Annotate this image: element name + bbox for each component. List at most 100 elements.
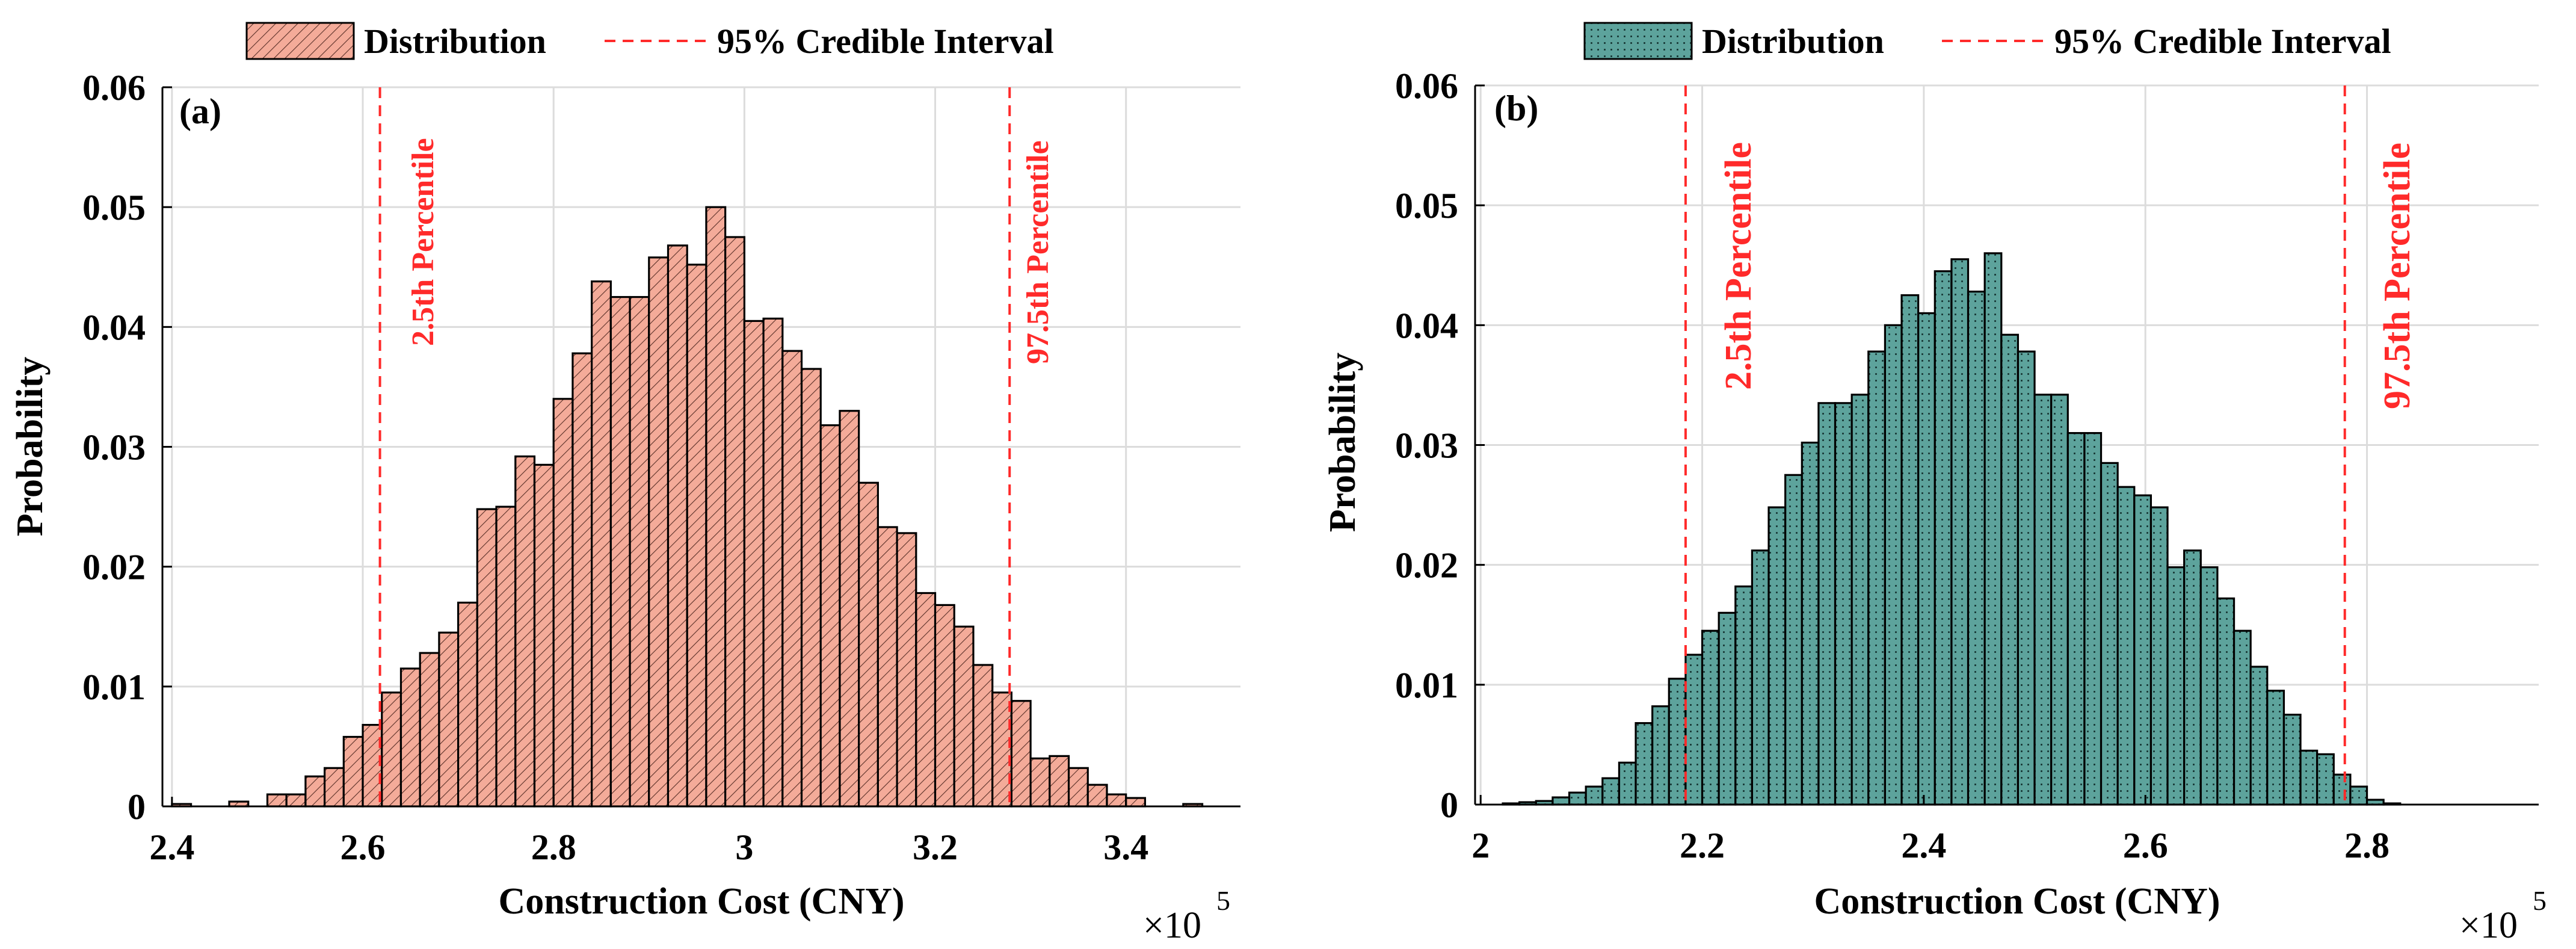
histogram-bar [476, 508, 498, 808]
histogram-bar [2149, 506, 2169, 806]
histogram-bar [2249, 666, 2269, 806]
histogram-bar [438, 631, 460, 808]
x-tick-label: 2.2 [1680, 826, 1725, 865]
y-tick-label: 0.02 [82, 548, 146, 587]
y-tick-label: 0 [1440, 785, 1458, 825]
bars-a [171, 206, 1204, 808]
x-multiplier-a-exp: 5 [1216, 885, 1230, 916]
y-tick-label: 0.04 [1395, 306, 1458, 345]
histogram-bar [1801, 441, 1820, 806]
histogram-bar [2116, 486, 2136, 806]
histogram-bar [2183, 549, 2202, 806]
histogram-bar [285, 793, 307, 808]
x-ticks-a: 2.4 2.6 2.8 3 3.2 3.4 [149, 797, 1148, 867]
histogram-bar [858, 481, 879, 808]
histogram-bar [1684, 654, 1704, 806]
x-axis-label-a: Construction Cost (CNY) [498, 881, 904, 922]
x-tick-label: 2.6 [2123, 826, 2168, 865]
y-tick-label: 0.05 [1395, 186, 1458, 226]
histogram-bar [2332, 773, 2352, 806]
upper-percentile-label-b: 97.5th Percentile [2377, 143, 2418, 409]
histogram-bar [991, 691, 1012, 808]
histogram-bar [1651, 705, 1670, 806]
histogram-bar [381, 691, 402, 808]
y-tick-label: 0.03 [82, 428, 146, 468]
x-tick-label: 3 [735, 827, 753, 867]
histogram-bar [2100, 462, 2119, 806]
legend-b: Distribution 95% Credible Interval [1583, 22, 2391, 61]
x-multiplier-b-base: ×10 [2459, 905, 2518, 946]
legend-b-swatch [1583, 22, 1693, 60]
intervals-a [378, 87, 1011, 806]
histogram-bar [686, 264, 707, 808]
histogram-bar [2033, 394, 2053, 806]
legend-a-distribution-label: Distribution [364, 22, 546, 61]
histogram-bar [2266, 690, 2285, 806]
histogram-bar [1767, 506, 1787, 806]
histogram-bar [953, 625, 975, 808]
histogram-bar [1106, 793, 1127, 808]
histogram-bar [2299, 749, 2319, 806]
lower-percentile-label-b: 2.5th Percentile [1718, 142, 1759, 390]
histogram-bar [1734, 585, 1754, 806]
legend-b-distribution-label: Distribution [1702, 22, 1884, 61]
x-multiplier-b: ×10 5 [2459, 885, 2547, 946]
x-tick-label: 2.8 [531, 827, 576, 867]
histogram-bar [1701, 629, 1720, 806]
legend-b-interval-label: 95% Credible Interval [2054, 22, 2391, 61]
y-axis-label-a: Probability [10, 357, 51, 537]
histogram-bar [1635, 722, 1654, 806]
y-tick-label: 0.01 [1395, 666, 1458, 705]
y-tick-label: 0 [128, 787, 146, 827]
histogram-bar [2232, 629, 2252, 806]
histogram-bar [2000, 333, 2020, 806]
histogram-bar [1917, 312, 1936, 806]
histogram-bar [2066, 431, 2086, 806]
x-tick-label: 2 [1471, 826, 1490, 865]
histogram-bar [1884, 324, 1903, 806]
panel-a: Distribution 95% Credible Interval 2.4 2.… [10, 22, 1240, 946]
histogram-bar [1950, 258, 1970, 806]
histogram-bar [1784, 474, 1803, 806]
y-tick-label: 0.06 [1395, 66, 1458, 106]
histogram-bar [419, 652, 440, 808]
histogram-bar [2083, 431, 2103, 806]
histogram-bar [1029, 757, 1051, 808]
y-tick-label: 0.04 [82, 308, 146, 347]
histogram-bar [266, 793, 288, 808]
legend-a: Distribution 95% Credible Interval [245, 22, 1054, 61]
x-multiplier-b-exp: 5 [2533, 885, 2547, 916]
histogram-bar [724, 236, 745, 808]
histogram-bar [1551, 796, 1571, 806]
histogram-bar [591, 280, 612, 808]
y-axis-label-b: Probability [1322, 353, 1363, 533]
x-tick-label: 3.2 [913, 827, 958, 867]
upper-percentile-label-a: 97.5th Percentile [1021, 140, 1055, 364]
x-tick-label: 2.8 [2344, 826, 2390, 865]
panel-label-a: (a) [179, 91, 221, 131]
histogram-bar [609, 295, 631, 808]
histogram-bar [2282, 714, 2302, 806]
histogram-bar [552, 398, 574, 808]
histogram-bar [743, 320, 765, 808]
histogram-bar [839, 410, 860, 808]
histogram-bar [896, 532, 917, 808]
histogram-bar [1125, 797, 1147, 808]
histogram-bar [1585, 785, 1604, 806]
plot-b: 2 2.2 2.4 2.6 2.8 00.010.020.030.040.050.06 … [1395, 66, 2539, 865]
legend-a-interval-label: 95% Credible Interval [717, 22, 1054, 61]
histogram-bar [1834, 402, 1853, 806]
intervals-b [1684, 85, 2346, 805]
y-tick-label: 0.05 [82, 188, 146, 227]
y-tick-label: 0.02 [1395, 546, 1458, 586]
histogram-bar [399, 667, 421, 808]
histogram-bar [2133, 494, 2152, 806]
histogram-bar [323, 767, 345, 808]
histogram-bar [495, 505, 517, 808]
histogram-bar [342, 735, 364, 808]
x-tick-label: 3.4 [1103, 827, 1148, 867]
histogram-bar [1049, 755, 1070, 808]
histogram-bar [1568, 791, 1587, 806]
histogram-bar [915, 592, 937, 808]
histogram-bar [2166, 566, 2186, 806]
